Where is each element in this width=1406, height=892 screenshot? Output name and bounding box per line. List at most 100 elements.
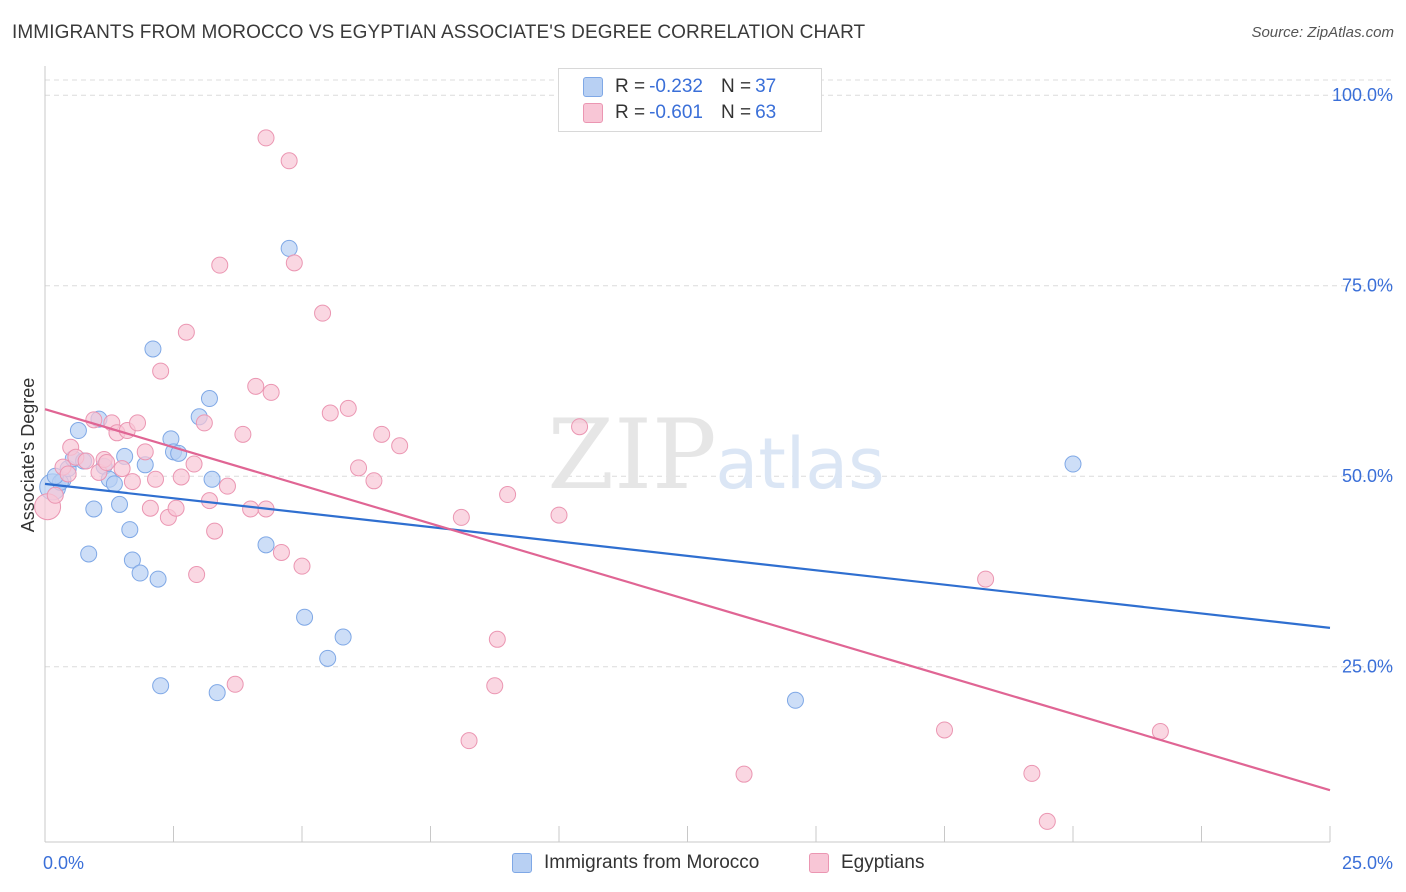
y-tick-label: 100.0% <box>1332 85 1393 105</box>
egyptian-point <box>285 254 303 272</box>
morocco-point <box>105 475 123 493</box>
egyptian-point <box>195 414 213 432</box>
chart-title: IMMIGRANTS FROM MOROCCO VS EGYPTIAN ASSO… <box>12 22 866 43</box>
egyptian-point <box>188 566 206 584</box>
morocco-point <box>80 545 98 563</box>
egyptian-point <box>129 414 147 432</box>
morocco-point <box>208 684 226 702</box>
egyptian-point <box>242 500 260 518</box>
series-label-egyptians: Egyptians <box>841 852 925 873</box>
egyptian-point <box>113 460 131 478</box>
legend-n-value: 63 <box>755 102 777 123</box>
legend-r-value: -0.232 <box>649 76 703 97</box>
legend-n-label: N = <box>720 102 752 123</box>
y-tick-label: 50.0% <box>1342 466 1393 486</box>
morocco-trend-line <box>44 482 1331 629</box>
legend-row-morocco: R = -0.232 N = 37 <box>583 74 776 100</box>
morocco-point <box>144 340 162 358</box>
egyptian-point <box>77 452 95 470</box>
egyptian-point <box>226 675 244 693</box>
morocco-point <box>85 500 103 518</box>
morocco-point <box>280 239 298 257</box>
egyptian-point <box>272 543 290 561</box>
morocco-point <box>149 570 167 588</box>
series-legend: Immigrants from Morocco Egyptians <box>0 852 1406 878</box>
watermark-zip: ZIP <box>547 399 716 511</box>
egyptian-point <box>460 732 478 750</box>
legend-r-value: -0.601 <box>649 102 703 123</box>
series-swatch-pink <box>809 853 829 873</box>
egyptian-point <box>177 323 195 341</box>
morocco-point <box>121 521 139 539</box>
egyptian-point <box>391 437 409 455</box>
morocco-point <box>152 677 170 695</box>
egyptian-point <box>571 418 589 436</box>
egyptian-point <box>280 152 298 170</box>
x-tick-label: 0.0% <box>43 853 84 873</box>
morocco-point <box>123 551 141 569</box>
series-label-morocco: Immigrants from Morocco <box>544 852 760 873</box>
egyptian-point <box>339 399 357 417</box>
egyptian-point <box>314 304 332 322</box>
egyptian-point <box>550 506 568 524</box>
morocco-point <box>131 564 149 582</box>
egyptian-point <box>293 557 311 575</box>
egyptian-point <box>152 362 170 380</box>
series-legend-egyptians[interactable]: Egyptians <box>809 852 924 874</box>
egyptian-point <box>247 377 265 395</box>
morocco-point <box>69 422 87 440</box>
egyptian-point <box>206 522 224 540</box>
y-axis-title: Associate's Degree <box>18 378 38 533</box>
egyptian-point <box>46 486 64 504</box>
axis-labels: 25.0% 50.0% 75.0% 100.0% 0.0% 25.0% Associate'… <box>18 85 1393 873</box>
egyptian-point <box>98 454 116 472</box>
egyptian-point <box>486 677 504 695</box>
egyptian-point <box>499 486 517 504</box>
egyptian-point <box>59 465 77 483</box>
egyptian-point <box>211 256 229 274</box>
legend-swatch-blue <box>583 77 603 97</box>
egyptian-point <box>365 472 383 490</box>
series-legend-morocco[interactable]: Immigrants from Morocco <box>512 852 759 874</box>
egyptian-point <box>147 470 165 488</box>
legend-swatch-pink <box>583 103 603 123</box>
egyptian-point <box>123 473 141 491</box>
egyptian-point <box>167 499 185 517</box>
egyptian-point <box>262 383 280 401</box>
watermark-atlas: atlas <box>715 423 884 505</box>
grid-lines <box>45 79 1395 668</box>
morocco-point <box>334 628 352 646</box>
legend-n-value: 37 <box>755 76 777 97</box>
egyptian-point <box>977 570 995 588</box>
morocco-point <box>296 608 314 626</box>
egyptian-point <box>172 468 190 486</box>
egyptian-point <box>735 765 753 783</box>
axes <box>44 66 1331 843</box>
legend-row-egyptians: R = -0.601 N = 63 <box>583 100 776 126</box>
egyptian-point <box>373 425 391 443</box>
egyptian-point <box>488 630 506 648</box>
legend-r-label: R = <box>615 76 646 97</box>
egyptian-point <box>1038 812 1056 830</box>
y-tick-label: 25.0% <box>1342 657 1393 677</box>
morocco-point <box>200 390 218 408</box>
x-tick-label: 25.0% <box>1342 853 1393 873</box>
egyptian-point <box>452 508 470 526</box>
egyptian-point <box>936 721 953 739</box>
correlation-legend: R = -0.232 N = 37 R = -0.601 N = 63 <box>558 68 822 132</box>
series-swatch-blue <box>512 853 532 873</box>
egyptian-point <box>350 459 368 477</box>
egyptian-point <box>141 499 159 517</box>
egyptian-point <box>136 443 154 461</box>
morocco-point <box>1064 455 1082 473</box>
legend-n-label: N = <box>720 76 752 97</box>
egyptian-trend-line <box>44 408 1331 792</box>
egyptian-point <box>1023 764 1041 782</box>
egyptian-point <box>218 477 236 495</box>
morocco-point <box>257 536 275 554</box>
trend-lines <box>44 408 1331 792</box>
source-label: Source: ZipAtlas.com <box>1251 24 1394 41</box>
egyptian-point <box>234 425 252 443</box>
legend-r-label: R = <box>615 102 646 123</box>
y-tick-label: 75.0% <box>1342 276 1393 296</box>
